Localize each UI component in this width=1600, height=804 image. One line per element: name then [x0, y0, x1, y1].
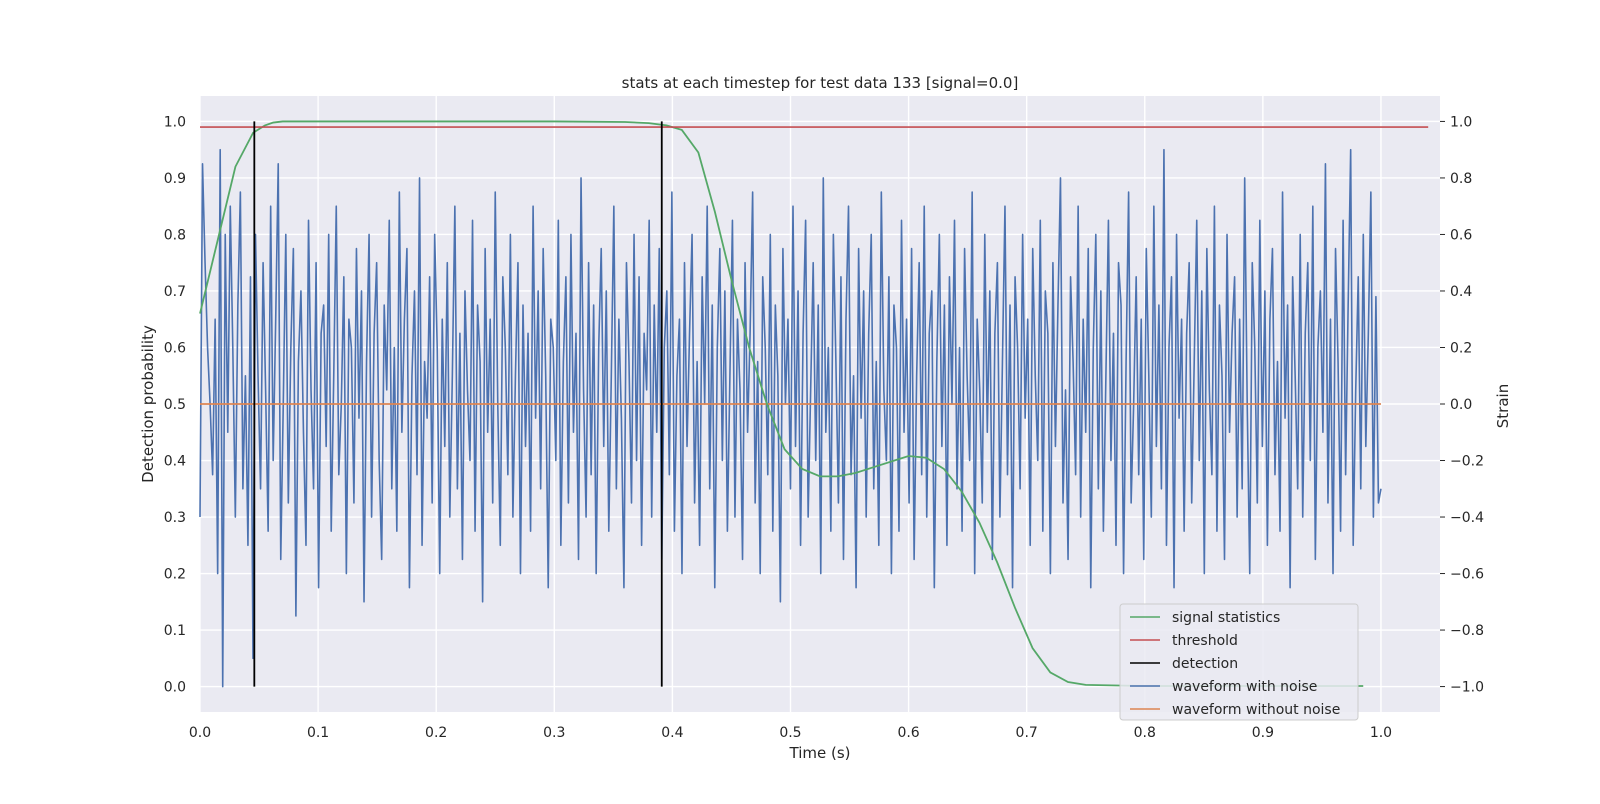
y-tick-label: 0.8 [164, 227, 186, 243]
y2-tick-label: −0.6 [1450, 567, 1484, 583]
y-tick-label: 0.5 [164, 397, 186, 413]
y-tick-label: 0.7 [164, 284, 186, 300]
x-axis-label: Time (s) [789, 744, 851, 762]
y-tick-label: 0.1 [164, 623, 186, 639]
series-waveform-with-noise-line [199, 148, 1382, 688]
x-tick-label: 0.3 [543, 725, 565, 741]
y2-tick-label: 0.8 [1450, 171, 1472, 187]
legend-label-threshold: threshold [1172, 633, 1238, 649]
y-tick-label: 0.0 [164, 680, 186, 696]
x-tick-label: 0.7 [1016, 725, 1038, 741]
series-signal-statistics-line [199, 120, 1364, 687]
x-tick-label: 0.1 [307, 725, 329, 741]
x-tick-label: 0.2 [425, 725, 447, 741]
series-layer [199, 120, 1429, 688]
x-tick-label: 0.0 [189, 725, 211, 741]
legend-box [1119, 603, 1359, 721]
y-tick-label: 0.9 [164, 171, 186, 187]
legend-label-signal-statistics: signal statistics [1172, 610, 1280, 626]
chart-title: stats at each timestep for test data 133… [622, 74, 1019, 92]
y2-tick-label: 0.4 [1450, 284, 1472, 300]
y-tick-label: 0.2 [164, 567, 186, 583]
legend: signal statistics threshold detection wa… [1119, 603, 1359, 721]
legend-label-detection: detection [1172, 656, 1238, 672]
legend-label-waveform-with-noise: waveform with noise [1172, 679, 1317, 695]
y2-tick-label: −0.8 [1450, 623, 1484, 639]
ticks-layer: 0.0 0.1 0.2 0.3 0.4 0.5 0.6 0.7 0.8 0.9 1.0 0.0 0.1 0… [164, 114, 1484, 741]
y-tick-label: 1.0 [164, 114, 186, 130]
y-axis-label: Detection probability [139, 325, 157, 483]
y2-tick-label: −1.0 [1450, 680, 1484, 696]
y2-tick-label: −0.4 [1450, 510, 1484, 526]
y2-tick-label: 0.0 [1450, 397, 1472, 413]
y2-tick-label: 0.2 [1450, 340, 1472, 356]
y2-tick-label: 0.6 [1450, 227, 1472, 243]
x-tick-label: 0.4 [661, 725, 683, 741]
x-tick-label: 0.6 [897, 725, 919, 741]
y-tick-label: 0.3 [164, 510, 186, 526]
x-tick-label: 0.5 [779, 725, 801, 741]
x-tick-label: 0.8 [1134, 725, 1156, 741]
y2-tick-label: −0.2 [1450, 454, 1484, 470]
y2-tick-label: 1.0 [1450, 114, 1472, 130]
y-tick-label: 0.6 [164, 340, 186, 356]
x-tick-label: 0.9 [1252, 725, 1274, 741]
legend-label-waveform-without-noise: waveform without noise [1172, 702, 1340, 718]
x-tick-label: 1.0 [1370, 725, 1392, 741]
y2-axis-label: Strain [1494, 384, 1512, 428]
y-tick-label: 0.4 [164, 454, 186, 470]
